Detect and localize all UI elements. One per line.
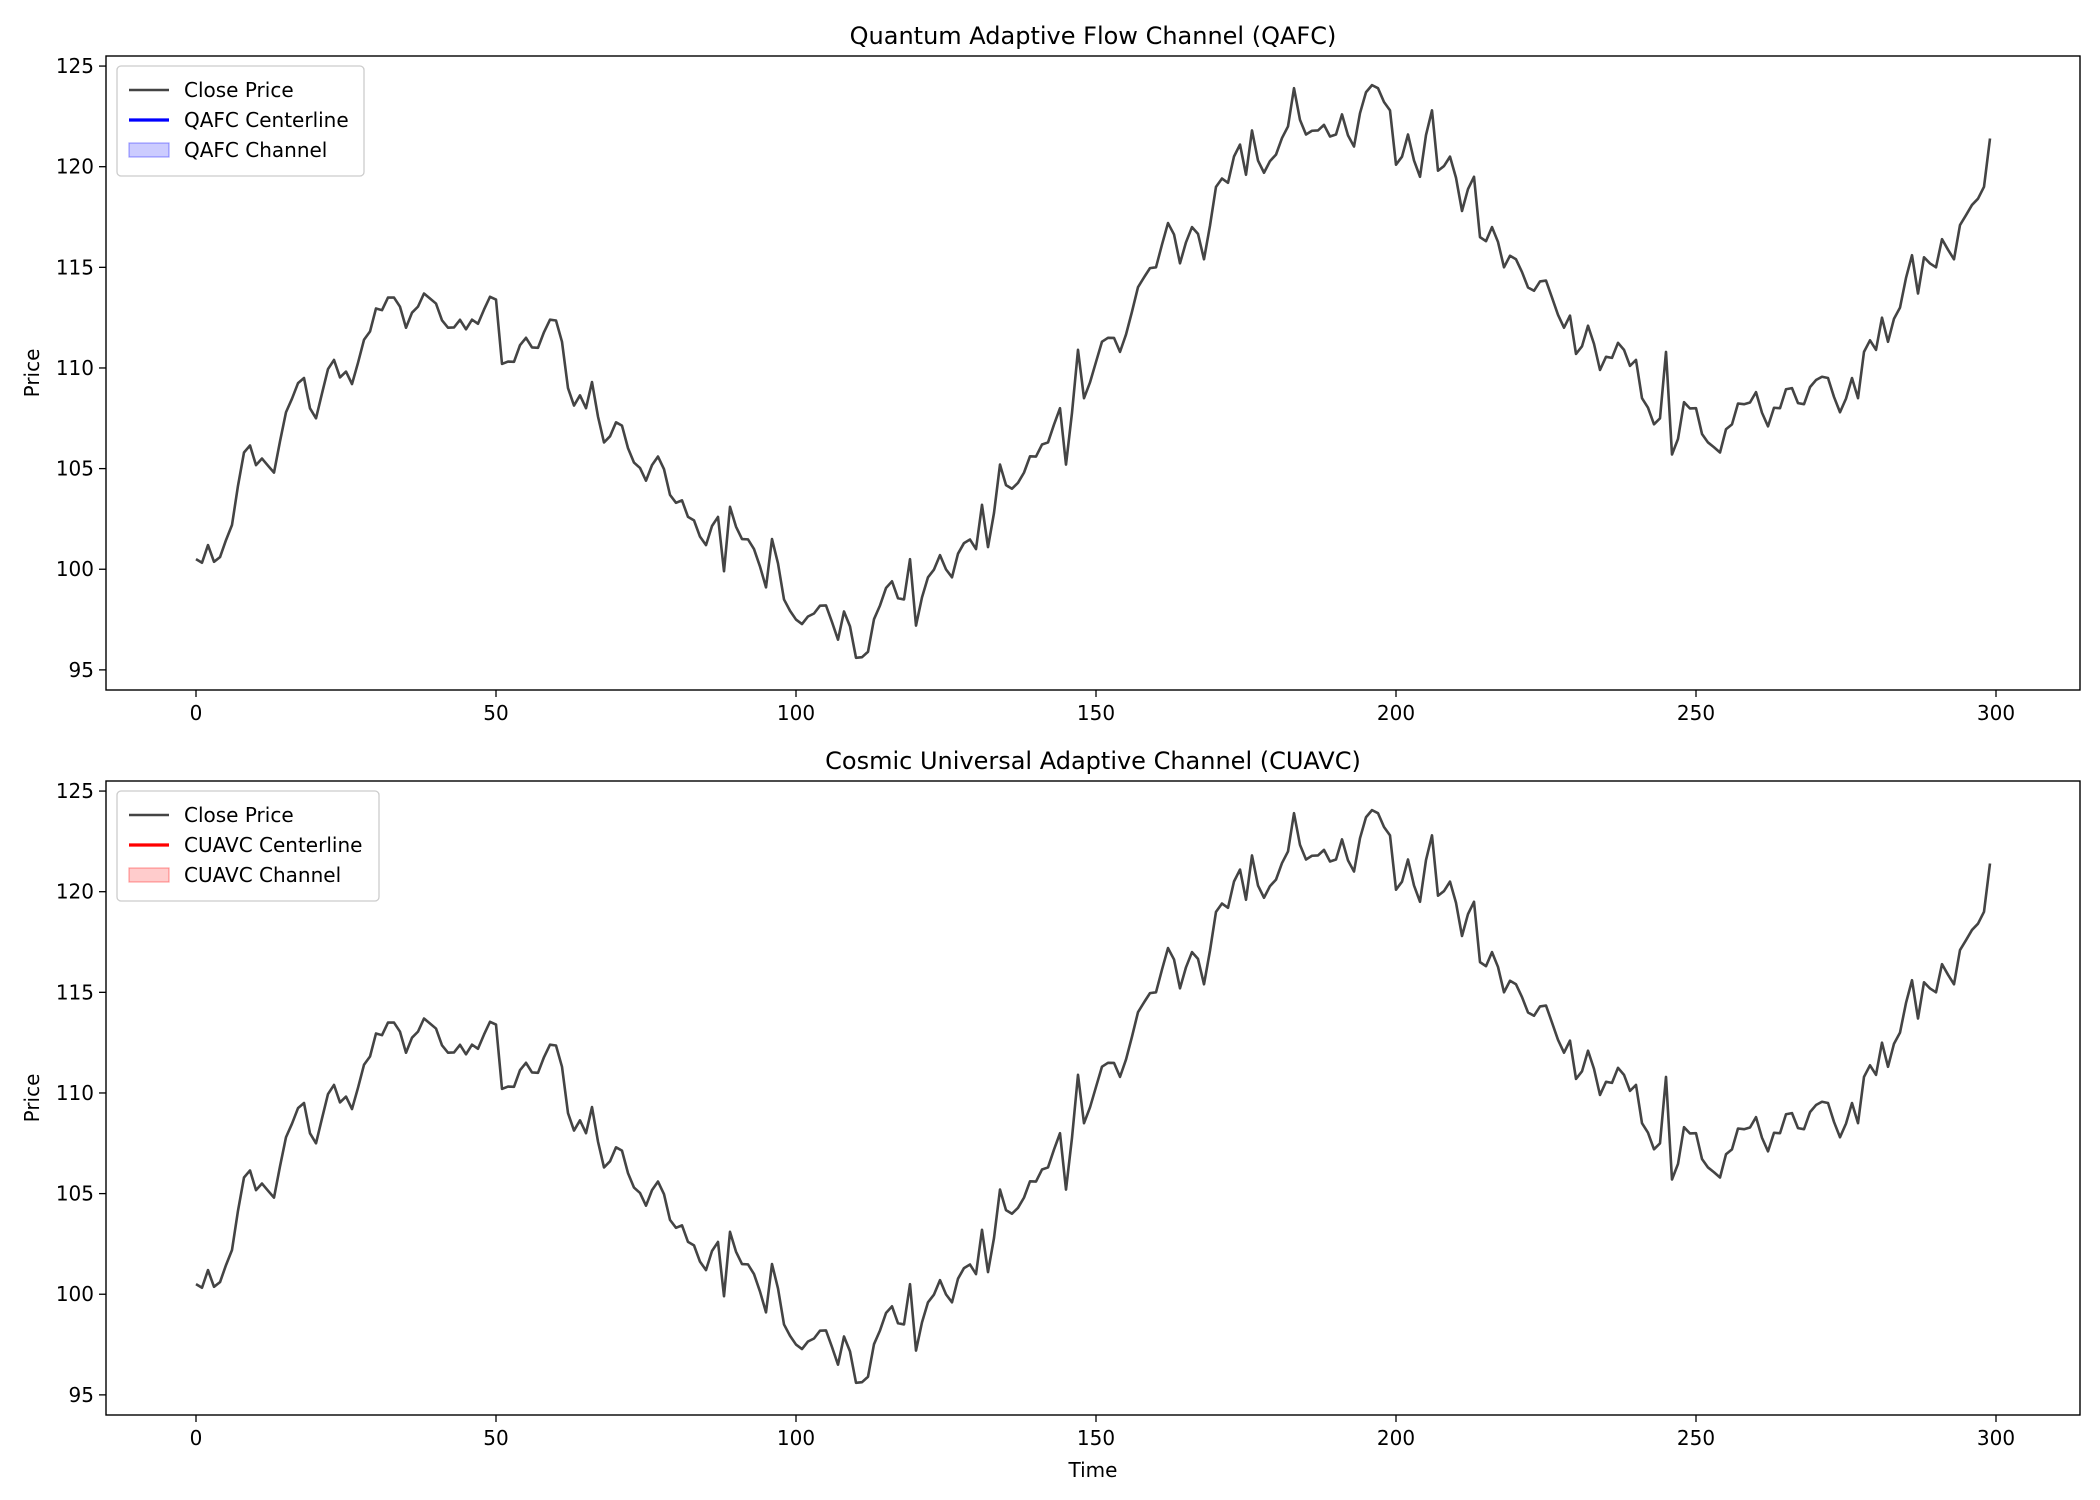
chart-title: Cosmic Universal Adaptive Channel (CUAVC… — [825, 747, 1361, 775]
y-axis-label: Price — [20, 349, 44, 398]
legend: Close Price CUAVC Centerline CUAVC Channel — [116, 790, 380, 902]
x-tick-label: 300 — [1977, 701, 2015, 725]
x-tick-label: 50 — [483, 1426, 508, 1450]
y-tick-label: 105 — [56, 1182, 94, 1206]
legend-label: QAFC Centerline — [184, 108, 349, 132]
y-tick-label: 120 — [56, 880, 94, 904]
axes-frame — [105, 55, 2081, 691]
x-tick-label: 0 — [190, 1426, 203, 1450]
x-axis-label: Time — [1068, 1458, 1118, 1482]
y-tick-label: 100 — [56, 1282, 94, 1306]
x-tick-label: 100 — [777, 1426, 815, 1450]
x-tick-label: 200 — [1377, 1426, 1415, 1450]
series-line-close-price — [195, 808, 1992, 1385]
legend-label: CUAVC Centerline — [184, 833, 362, 857]
x-tick-label: 100 — [777, 701, 815, 725]
legend-box — [116, 65, 365, 177]
chart-title: Quantum Adaptive Flow Channel (QAFC) — [850, 22, 1337, 50]
x-tick-label: 50 — [483, 701, 508, 725]
y-tick-label: 115 — [56, 980, 94, 1004]
legend-box — [116, 790, 380, 902]
y-tick-label: 110 — [56, 356, 94, 380]
y-tick-label: 100 — [56, 557, 94, 581]
y-tick-label: 125 — [56, 779, 94, 803]
legend-label: Close Price — [184, 803, 294, 827]
y-tick-label: 110 — [56, 1081, 94, 1105]
legend-patch-swatch — [128, 142, 170, 158]
chart-qafc: Quantum Adaptive Flow Channel (QAFC) 0 50 1… — [20, 22, 2081, 725]
legend-label: QAFC Channel — [184, 138, 327, 162]
y-tick-label: 125 — [56, 54, 94, 78]
y-tick-label: 115 — [56, 255, 94, 279]
y-axis-label: Price — [20, 1074, 44, 1123]
x-tick-label: 0 — [190, 701, 203, 725]
chart-cuavc: Cosmic Universal Adaptive Channel (CUAVC… — [20, 747, 2081, 1482]
axes-frame — [105, 780, 2081, 1416]
y-tick-label: 95 — [69, 1383, 94, 1407]
legend-label: CUAVC Channel — [184, 863, 341, 887]
series-line-close-price — [195, 83, 1992, 660]
x-tick-label: 250 — [1677, 1426, 1715, 1450]
y-tick-label: 105 — [56, 457, 94, 481]
y-tick-label: 120 — [56, 155, 94, 179]
legend: Close Price QAFC Centerline QAFC Channel — [116, 65, 365, 177]
y-tick-label: 95 — [69, 658, 94, 682]
x-tick-label: 300 — [1977, 1426, 2015, 1450]
legend-patch-swatch — [128, 867, 170, 883]
x-tick-label: 250 — [1677, 701, 1715, 725]
x-tick-label: 150 — [1077, 1426, 1115, 1450]
x-tick-label: 200 — [1377, 701, 1415, 725]
legend-label: Close Price — [184, 78, 294, 102]
x-tick-label: 150 — [1077, 701, 1115, 725]
